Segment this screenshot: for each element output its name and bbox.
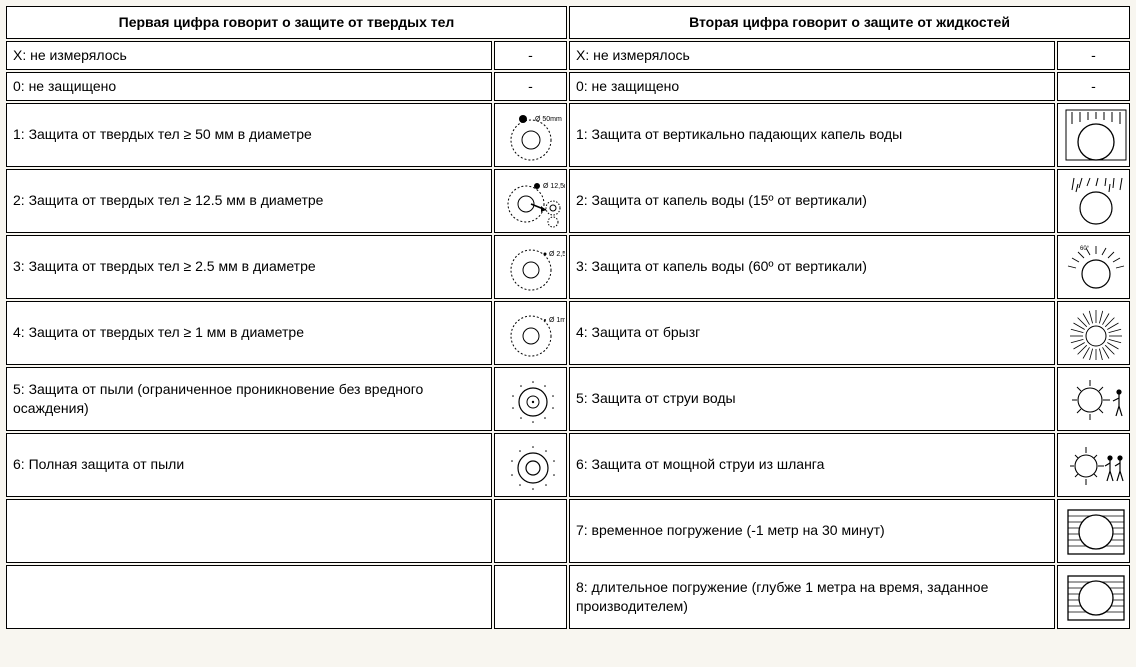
liquids-text: 4: Защита от брызг bbox=[576, 324, 700, 340]
liquids-desc: 0: не защищено bbox=[569, 72, 1055, 101]
liquids-text: 5: Защита от струи воды bbox=[576, 390, 736, 406]
ip1-solid-icon bbox=[494, 103, 567, 167]
table-row: X: не измерялось - X: не измерялось - bbox=[6, 41, 1130, 70]
ip8-liquid-icon bbox=[1057, 565, 1130, 629]
ip7-liquid-icon bbox=[1057, 499, 1130, 563]
solids-desc: 6: Полная защита от пыли bbox=[6, 433, 492, 497]
solids-desc bbox=[6, 565, 492, 629]
liquids-desc: 2: Защита от капель воды (15º от вертика… bbox=[569, 169, 1055, 233]
table-row: 8: длительное погружение (глубже 1 метра… bbox=[6, 565, 1130, 629]
solids-desc: 5: Защита от пыли (ограниченное проникно… bbox=[6, 367, 492, 431]
table-row: 7: временное погружение (-1 метр на 30 м… bbox=[6, 499, 1130, 563]
solids-text: 1: Защита от твердых тел ≥ 50 мм в диаме… bbox=[13, 126, 312, 142]
solids-text: 4: Защита от твердых тел ≥ 1 мм в диамет… bbox=[13, 324, 304, 340]
solids-text: 0: не защищено bbox=[13, 78, 116, 94]
solids-desc: 2: Защита от твердых тел ≥ 12.5 мм в диа… bbox=[6, 169, 492, 233]
solids-desc: 0: не защищено bbox=[6, 72, 492, 101]
dash-label: - bbox=[1091, 78, 1096, 94]
liquids-text: 6: Защита от мощной струи из шланга bbox=[576, 456, 824, 472]
ip4-solid-icon bbox=[494, 301, 567, 365]
table-row: 6: Полная защита от пыли 6: Защита от мо… bbox=[6, 433, 1130, 497]
liquids-text: 7: временное погружение (-1 метр на 30 м… bbox=[576, 522, 885, 538]
table-row: 5: Защита от пыли (ограниченное проникно… bbox=[6, 367, 1130, 431]
liquids-text: 3: Защита от капель воды (60º от вертика… bbox=[576, 258, 867, 274]
liquids-text: 8: длительное погружение (глубже 1 метра… bbox=[576, 579, 988, 614]
liquids-icon-text: - bbox=[1057, 41, 1130, 70]
table-row: 4: Защита от твердых тел ≥ 1 мм в диамет… bbox=[6, 301, 1130, 365]
solids-icon-text: - bbox=[494, 41, 567, 70]
empty-icon-cell bbox=[494, 565, 567, 629]
liquids-desc: 6: Защита от мощной струи из шланга bbox=[569, 433, 1055, 497]
ip5-solid-icon bbox=[494, 367, 567, 431]
solids-desc: 3: Защита от твердых тел ≥ 2.5 мм в диам… bbox=[6, 235, 492, 299]
solids-text: 3: Защита от твердых тел ≥ 2.5 мм в диам… bbox=[13, 258, 316, 274]
table-row: 3: Защита от твердых тел ≥ 2.5 мм в диам… bbox=[6, 235, 1130, 299]
ip6-liquid-icon bbox=[1057, 433, 1130, 497]
solids-text: 2: Защита от твердых тел ≥ 12.5 мм в диа… bbox=[13, 192, 323, 208]
table-row: 1: Защита от твердых тел ≥ 50 мм в диаме… bbox=[6, 103, 1130, 167]
solids-text: 6: Полная защита от пыли bbox=[13, 456, 184, 472]
liquids-text: 2: Защита от капель воды (15º от вертика… bbox=[576, 192, 867, 208]
liquids-text: X: не измерялось bbox=[576, 47, 690, 63]
dash-label: - bbox=[528, 47, 533, 63]
table-row: 2: Защита от твердых тел ≥ 12.5 мм в диа… bbox=[6, 169, 1130, 233]
liquids-text: 1: Защита от вертикально падающих капель… bbox=[576, 126, 902, 142]
header-liquids: Вторая цифра говорит о защите от жидкост… bbox=[569, 6, 1130, 39]
solids-desc: 1: Защита от твердых тел ≥ 50 мм в диаме… bbox=[6, 103, 492, 167]
ip-rating-table: Первая цифра говорит о защите от твердых… bbox=[4, 4, 1132, 631]
empty-icon-cell bbox=[494, 499, 567, 563]
solids-icon-text: - bbox=[494, 72, 567, 101]
liquids-desc: 1: Защита от вертикально падающих капель… bbox=[569, 103, 1055, 167]
dash-label: - bbox=[1091, 47, 1096, 63]
dash-label: - bbox=[528, 78, 533, 94]
ip3-liquid-icon bbox=[1057, 235, 1130, 299]
liquids-desc: 4: Защита от брызг bbox=[569, 301, 1055, 365]
liquids-desc: X: не измерялось bbox=[569, 41, 1055, 70]
solids-text: 5: Защита от пыли (ограниченное проникно… bbox=[13, 381, 423, 416]
solids-desc: 4: Защита от твердых тел ≥ 1 мм в диамет… bbox=[6, 301, 492, 365]
ip5-liquid-icon bbox=[1057, 367, 1130, 431]
solids-desc bbox=[6, 499, 492, 563]
ip2-liquid-icon bbox=[1057, 169, 1130, 233]
solids-text: X: не измерялось bbox=[13, 47, 127, 63]
liquids-desc: 8: длительное погружение (глубже 1 метра… bbox=[569, 565, 1055, 629]
liquids-desc: 5: Защита от струи воды bbox=[569, 367, 1055, 431]
ip4-liquid-icon bbox=[1057, 301, 1130, 365]
ip6-solid-icon bbox=[494, 433, 567, 497]
liquids-desc: 3: Защита от капель воды (60º от вертика… bbox=[569, 235, 1055, 299]
header-solids: Первая цифра говорит о защите от твердых… bbox=[6, 6, 567, 39]
table-row: 0: не защищено - 0: не защищено - bbox=[6, 72, 1130, 101]
solids-desc: X: не измерялось bbox=[6, 41, 492, 70]
ip3-solid-icon bbox=[494, 235, 567, 299]
liquids-text: 0: не защищено bbox=[576, 78, 679, 94]
liquids-desc: 7: временное погружение (-1 метр на 30 м… bbox=[569, 499, 1055, 563]
table-header-row: Первая цифра говорит о защите от твердых… bbox=[6, 6, 1130, 39]
ip2-solid-icon bbox=[494, 169, 567, 233]
ip1-liquid-icon bbox=[1057, 103, 1130, 167]
liquids-icon-text: - bbox=[1057, 72, 1130, 101]
